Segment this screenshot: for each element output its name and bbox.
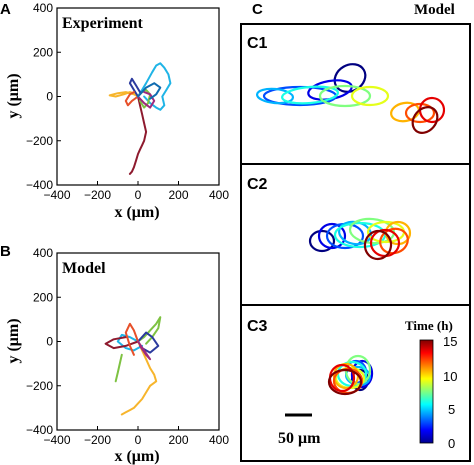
panel-c1-loop-segment	[255, 87, 295, 105]
panel-c1-frame	[240, 23, 471, 165]
panel-c2-trajectory	[308, 217, 412, 261]
colorbar-label: Time (h)	[405, 318, 453, 333]
panel-a-trajectory-7	[137, 91, 156, 109]
panel-b-ytick-label: 400	[33, 246, 53, 260]
panel-a-xtick-label: 200	[168, 188, 188, 202]
panel-c2-loop-segment	[317, 222, 347, 250]
panel-c2-label: C2	[247, 176, 268, 193]
panel-a-ytick-label: −200	[26, 134, 53, 148]
panel-b-ytick-label: 0	[46, 335, 53, 349]
panel-c2-frame	[240, 163, 471, 306]
panel-a-xlabel: x (μm)	[114, 204, 159, 221]
panel-c2-loop-segment	[333, 221, 387, 249]
colorbar	[419, 339, 434, 444]
panel-b-trajectory-8	[114, 353, 123, 383]
panel-b-xtick-label: −400	[43, 433, 70, 447]
panel-c1-label: C1	[247, 35, 268, 52]
panel-b-xtick-label: −200	[84, 433, 111, 447]
panel-b-title: Model	[62, 260, 106, 277]
panel-b-trajectory-5	[137, 331, 160, 354]
panel-a-trajectory-3	[128, 95, 148, 175]
colorbar-tick-0: 0	[448, 436, 455, 451]
panel-b-xlabel: x (μm)	[114, 448, 159, 465]
panel-a-ytick-label: −400	[26, 178, 53, 192]
panel-b-ylabel: y (μm)	[5, 318, 22, 363]
panel-b-trajectories	[104, 316, 162, 416]
panel-a-xtick-label: −200	[84, 188, 111, 202]
panel-c1-loop-segment	[404, 102, 436, 124]
panel-a-ticks: −400 −200 0 200 400 400 200 0 −200 −400	[26, 1, 229, 202]
colorbar-tick-5: 5	[448, 402, 455, 417]
panel-b-trajectory-4	[104, 336, 139, 350]
panel-c1-loop-segment	[350, 85, 390, 107]
panel-b-xtick-label: 400	[209, 433, 229, 447]
panel-c3-label: C3	[247, 318, 268, 335]
panel-a-trajectory-8	[137, 82, 162, 100]
panel-a-title: Experiment	[62, 15, 144, 32]
panel-c-model-header: Model	[414, 2, 455, 18]
panel-b-xtick-label: 0	[135, 433, 142, 447]
panel-c: C Model C1 C2 C3 50 μm Time (h) 15 10 5 …	[240, 1, 471, 462]
colorbar-tick-10: 10	[443, 369, 457, 384]
panel-a-xtick-label: 400	[209, 188, 229, 202]
panel-b-ytick-label: 200	[33, 290, 53, 304]
panel-b-ytick-label: −400	[26, 423, 53, 437]
panel-c3-trajectory	[327, 354, 374, 396]
panel-c1-loop-segment	[411, 106, 439, 134]
panel-c3-loop-segment	[327, 368, 363, 396]
panel-a: A Experiment −400 −200 0 200 4004002000−200−…	[0, 1, 229, 221]
panel-b-label: B	[0, 243, 11, 260]
panel-a-xtick-label: −400	[43, 188, 70, 202]
panel-b-ticks: −400 −200 0 200 400 400 200 0 −200 −400	[26, 246, 229, 447]
panel-b-trajectory-2	[137, 316, 162, 345]
panel-a-ytick-label: 400	[33, 1, 53, 15]
panel-a-xtick-label: 0	[135, 188, 142, 202]
panel-a-trajectory-6	[124, 91, 139, 107]
panel-c1-loop-segment	[318, 84, 372, 108]
panel-c-label: C	[252, 1, 263, 18]
panel-c1-loop-segment	[280, 85, 340, 105]
panel-b-trajectory-3	[116, 333, 144, 352]
panel-b: B Model −400 −200 0 200 400 400 200 0 −200 −400 x…	[0, 243, 229, 465]
panel-a-trajectory-5	[128, 77, 141, 98]
panel-a-trajectories	[108, 62, 172, 175]
panel-c2-loop-segment	[308, 229, 336, 253]
panel-b-xtick-label: 200	[168, 433, 188, 447]
panel-c1-loop-segment	[418, 96, 446, 124]
panel-a-ytick-label: 200	[33, 45, 53, 59]
panel-b-ytick-label: −200	[26, 379, 53, 393]
scale-bar-label: 50 μm	[278, 430, 321, 447]
panel-a-label: A	[0, 1, 11, 18]
colorbar-tick-15: 15	[443, 334, 457, 349]
panel-a-ylabel: y (μm)	[5, 73, 22, 118]
panel-c1-trajectory	[255, 63, 446, 134]
panel-c2-loop-segment	[363, 229, 393, 261]
panel-a-trajectory-1	[137, 62, 172, 111]
panel-a-ytick-label: 0	[46, 90, 53, 104]
panel-b-trajectory-6	[124, 322, 139, 356]
panel-b-trajectory-1	[120, 340, 158, 416]
panel-b-trajectory-7	[137, 340, 152, 361]
